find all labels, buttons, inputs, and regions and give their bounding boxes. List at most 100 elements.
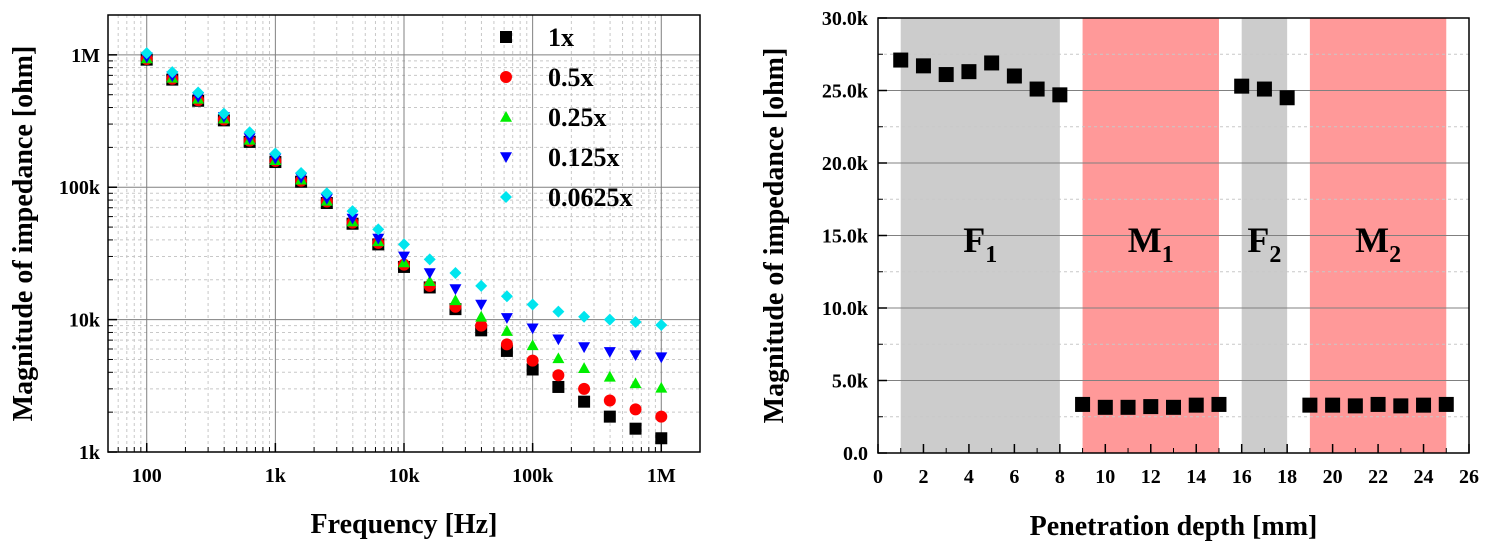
chart1-point-0.25x — [603, 370, 616, 382]
chart1-point-1x — [655, 432, 668, 445]
chart1-x-axis-title: Frequency [Hz] — [311, 509, 498, 540]
chart2-point — [1006, 68, 1022, 84]
chart2-point — [1188, 397, 1204, 413]
chart2-x-axis-title: Penetration depth [mm] — [1030, 511, 1318, 542]
chart1-point-0.0625x — [398, 238, 410, 251]
region-label-subscript: 2 — [1389, 242, 1401, 268]
chart1-point-0.5x — [475, 319, 488, 332]
chart1-point-0.5x — [629, 403, 642, 416]
chart1-plot-frame — [107, 14, 701, 453]
chart1-point-0.0625x — [192, 86, 205, 99]
region-label-subscript: 2 — [1269, 242, 1281, 268]
chart2-x-tick-label: 12 — [1141, 466, 1161, 488]
chart2-x-tick-label: 10 — [1095, 466, 1115, 488]
chart1-point-0.125x — [578, 342, 591, 354]
chart1-point-0.125x — [449, 284, 462, 296]
chart2-x-tick-label: 24 — [1414, 466, 1434, 488]
chart1-point-0.125x — [372, 233, 385, 245]
chart2-point — [1075, 396, 1091, 412]
chart1-point-1x — [500, 344, 513, 357]
chart2-point — [1279, 90, 1295, 106]
chart1-point-0.5x — [655, 410, 668, 423]
chart1-point-0.0625x — [526, 298, 539, 311]
chart2-points — [893, 52, 1454, 415]
chart1-x-tick-label: 10k — [388, 465, 420, 487]
chart2-y-tick-label: 0.0 — [843, 443, 868, 465]
chart1-point-0.0625x — [320, 187, 333, 200]
chart1-point-0.125x — [500, 313, 513, 324]
chart1-y-tick-label: 1k — [79, 442, 101, 464]
chart2-plot-frame — [877, 17, 1470, 454]
chart1-point-0.0625x — [655, 319, 668, 332]
chart1-point-0.0625x — [449, 266, 462, 279]
chart2-point — [1211, 396, 1227, 412]
legend-marker-0.25x — [500, 111, 512, 122]
region-label-subscript: 1 — [1162, 242, 1174, 268]
frequency-impedance-chart: 100 1k 10k 100k 1M 1k 10k 100k 1M 1x 0.5x 0.25x 0.1… — [8, 14, 701, 540]
chart1-point-0.125x — [475, 299, 488, 311]
chart1-point-0.25x — [449, 294, 462, 306]
chart1-point-0.125x — [423, 268, 436, 279]
chart2-x-tick-label: 4 — [964, 466, 974, 488]
chart2-point — [915, 58, 931, 74]
chart1-point-0.25x — [655, 381, 668, 393]
chart2-y-tick-label: 25.0k — [822, 81, 869, 103]
chart1-point-0.25x — [500, 325, 513, 336]
chart1-point-0.5x — [500, 338, 513, 351]
chart1-point-0.125x — [655, 352, 668, 364]
chart1-point-0.0625x — [578, 310, 591, 323]
chart2-point — [961, 64, 977, 80]
chart2-y-tick-label: 5.0k — [832, 371, 869, 393]
chart1-point-0.125x — [629, 350, 642, 362]
chart1-point-1x — [603, 410, 616, 423]
chart2-x-tick-label: 14 — [1186, 466, 1206, 488]
legend-marker-0.125x — [500, 152, 512, 163]
chart1-point-1x — [526, 363, 539, 376]
chart2-point — [1166, 399, 1181, 415]
chart2-point — [1393, 398, 1409, 414]
chart2-point — [1416, 397, 1432, 413]
chart2-x-tick-label: 26 — [1459, 466, 1479, 488]
chart1-point-0.0625x — [140, 47, 153, 60]
chart1-point-0.25x — [423, 275, 436, 287]
chart1-ticks: 100 1k 10k 100k 1M 1k 10k 100k 1M — [59, 14, 701, 487]
chart2-point — [893, 52, 909, 68]
chart2-point — [1120, 399, 1136, 415]
chart1-point-0.0625x — [346, 205, 359, 218]
chart1-point-0.0625x — [372, 223, 385, 236]
chart1-point-0.0625x — [243, 126, 256, 139]
chart1-point-0.0625x — [217, 107, 230, 120]
chart1-x-tick-label: 1M — [647, 465, 676, 487]
chart1-point-0.0625x — [552, 305, 565, 318]
chart1-point-1x — [629, 422, 642, 435]
chart1-point-0.0625x — [475, 279, 488, 292]
chart1-y-tick-label: 1M — [71, 45, 100, 67]
chart1-point-0.0625x — [166, 66, 179, 79]
legend-label-1x: 1x — [548, 23, 574, 52]
chart1-point-0.25x — [526, 339, 539, 351]
chart1-y-axis-title: Magnitude of impedance [ohm] — [8, 46, 39, 422]
chart1-point-0.5x — [552, 369, 565, 382]
chart1-point-0.125x — [603, 347, 616, 358]
chart1-point-0.125x — [552, 334, 565, 346]
chart1-point-0.125x — [526, 323, 539, 335]
legend-label-0.0625x: 0.0625x — [548, 183, 633, 212]
chart1-point-0.0625x — [269, 147, 282, 160]
chart1-x-tick-label: 1k — [265, 465, 287, 487]
chart1-point-0.25x — [475, 310, 488, 322]
chart2-y-tick-label: 20.0k — [822, 153, 869, 175]
chart2-x-tick-label: 16 — [1232, 466, 1252, 488]
chart1-x-tick-label: 100 — [132, 465, 162, 487]
legend-marker-1x — [500, 31, 512, 43]
chart2-x-tick-label: 8 — [1055, 466, 1065, 488]
chart2-grid — [878, 53, 1469, 418]
chart2-point — [938, 67, 954, 83]
chart1-point-0.5x — [578, 382, 591, 395]
chart1-y-tick-label: 100k — [59, 177, 101, 199]
chart1-point-0.125x — [398, 251, 410, 263]
chart1-legend: 1x 0.5x 0.25x 0.125x 0.0625x — [500, 23, 633, 212]
chart2-point — [1302, 397, 1318, 413]
